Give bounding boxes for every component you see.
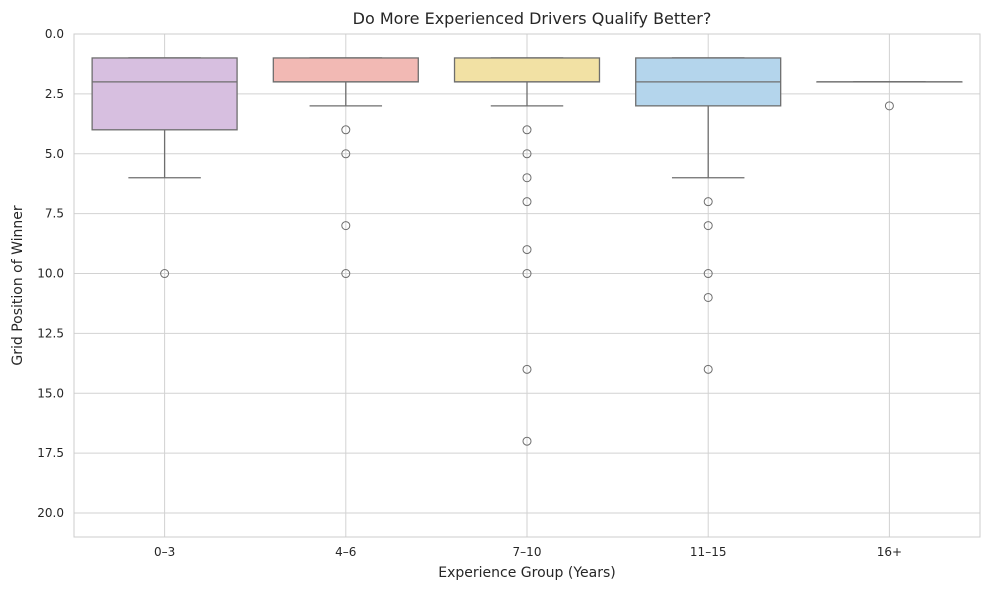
y-tick-label: 12.5 xyxy=(37,326,64,340)
outlier-point xyxy=(703,221,713,231)
outlier-point xyxy=(522,125,532,135)
outlier-point xyxy=(522,173,532,183)
box-group xyxy=(91,57,238,279)
y-tick-label: 2.5 xyxy=(45,87,64,101)
outlier-point xyxy=(341,149,351,159)
x-axis-label: Experience Group (Years) xyxy=(438,565,615,581)
outlier-point xyxy=(703,197,713,207)
outlier-point xyxy=(160,269,170,279)
outlier-point xyxy=(522,269,532,279)
plot-frame xyxy=(73,33,981,538)
x-tick-label: 7–10 xyxy=(513,545,542,559)
outlier-point xyxy=(522,149,532,159)
outlier-point xyxy=(703,364,713,374)
box-group xyxy=(635,57,782,374)
box-iqr xyxy=(272,57,419,83)
y-tick-label: 15.0 xyxy=(37,386,64,400)
box-iqr xyxy=(91,57,238,131)
tick-layer: 0.0 2.5 5.0 7.5 10.0 12.5 15.0 17.5 20.0 0–3 4–6 7–… xyxy=(37,27,902,559)
outlier-point xyxy=(522,197,532,207)
outlier-point xyxy=(884,101,894,111)
outlier-point xyxy=(341,269,351,279)
outlier-point xyxy=(341,125,351,135)
outlier-point xyxy=(703,269,713,279)
x-tick-label: 4–6 xyxy=(335,545,356,559)
y-tick-label: 0.0 xyxy=(45,27,64,41)
y-tick-label: 5.0 xyxy=(45,147,64,161)
outlier-point xyxy=(522,364,532,374)
x-tick-label: 0–3 xyxy=(154,545,175,559)
outlier-point xyxy=(522,245,532,255)
grid-layer xyxy=(74,33,980,537)
x-tick-label: 16+ xyxy=(877,545,902,559)
y-axis-label: Grid Position of Winner xyxy=(10,205,26,366)
x-tick-label: 11–15 xyxy=(690,545,727,559)
box-group xyxy=(816,81,963,111)
box-group xyxy=(453,57,601,446)
chart-title: Do More Experienced Drivers Qualify Bett… xyxy=(353,9,712,28)
box-iqr xyxy=(453,57,601,83)
y-tick-label: 10.0 xyxy=(37,267,64,281)
y-tick-label: 17.5 xyxy=(37,446,64,460)
box-group xyxy=(272,57,419,279)
outlier-point xyxy=(703,292,713,302)
marks-layer xyxy=(91,57,963,446)
outlier-point xyxy=(522,436,532,446)
outlier-point xyxy=(341,221,351,231)
y-tick-label: 20.0 xyxy=(37,506,64,520)
y-tick-label: 7.5 xyxy=(45,207,64,221)
